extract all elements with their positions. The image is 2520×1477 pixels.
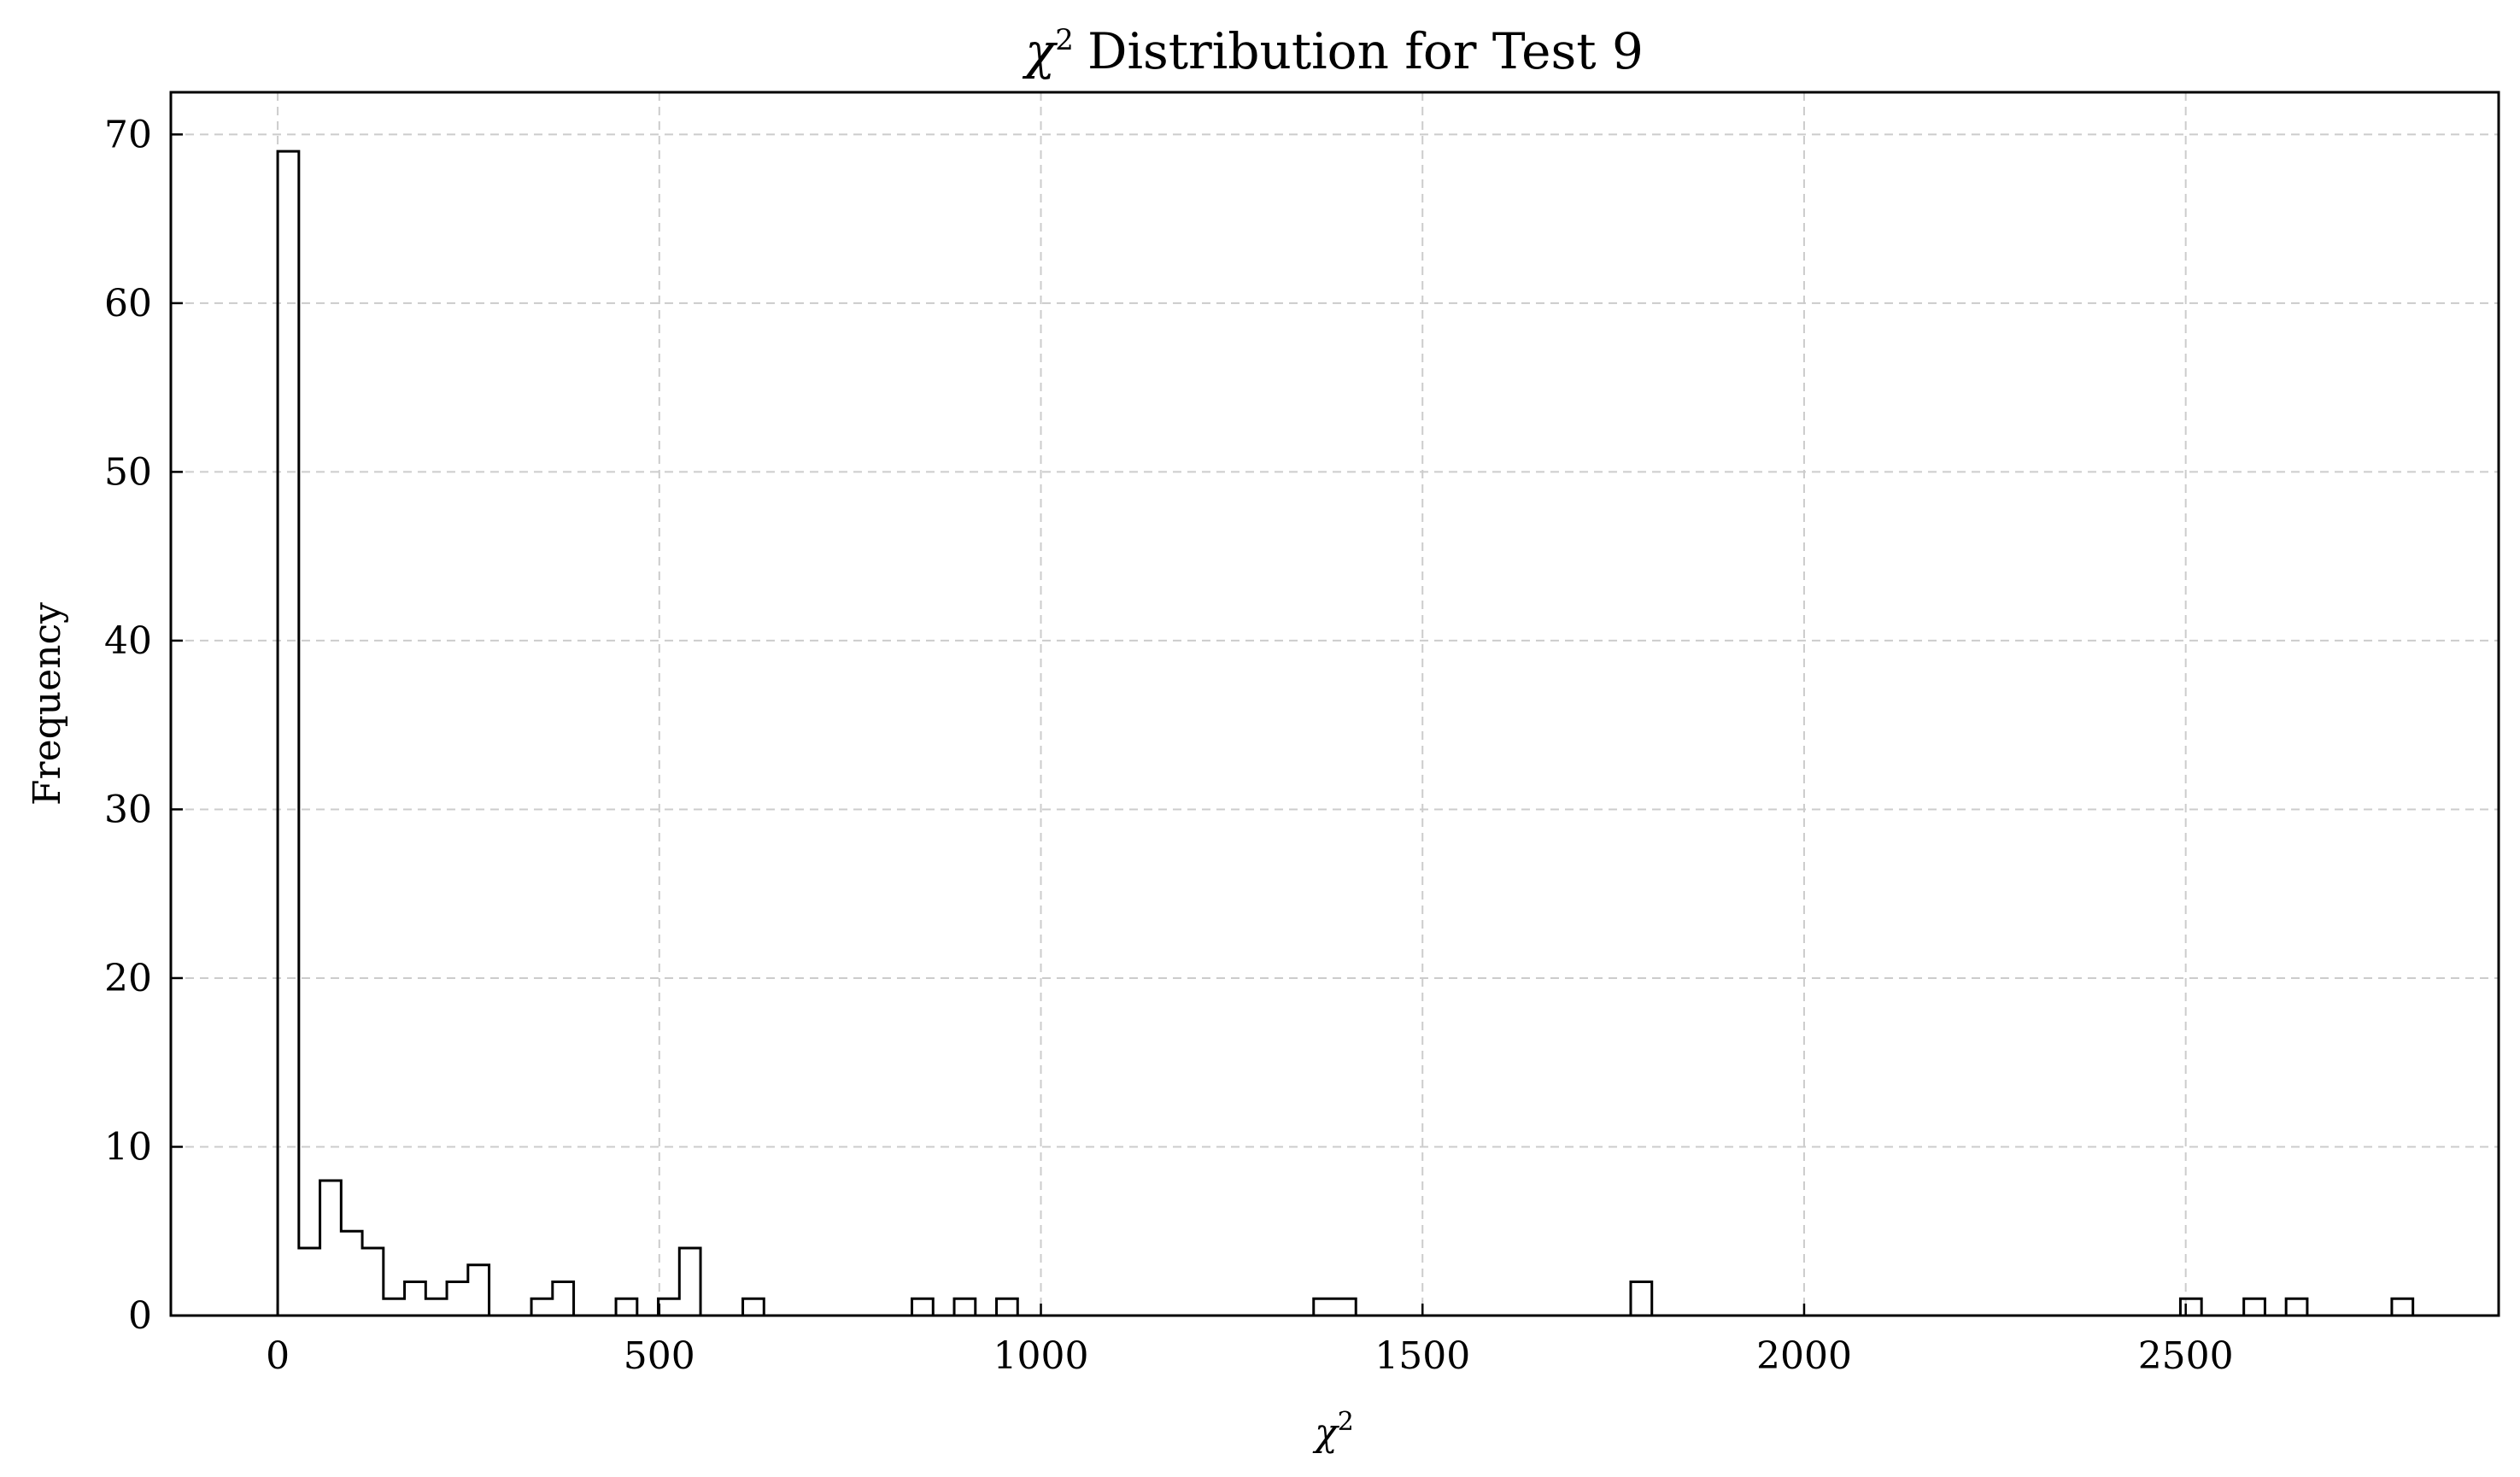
y-tick-label-0: 0 [128,1294,152,1338]
x-tick-label-0: 0 [266,1334,290,1378]
title-text: Distribution for Test 9 [1087,22,1644,80]
x-axis-label: χ2 [1312,1407,1354,1455]
y-tick-label-5: 50 [104,450,152,494]
title-chi-symbol: χ [1022,22,1058,80]
chart-title: χ2 Distribution for Test 9 [1022,22,1644,80]
y-tick-label-4: 40 [104,619,152,663]
x-axis-chi-symbol: χ [1312,1411,1339,1455]
y-tick-label-6: 60 [104,282,152,325]
y-tick-label-2: 20 [104,957,152,1000]
y-tick-label-7: 70 [104,113,152,156]
x-axis-superscript: 2 [1338,1407,1354,1437]
histogram-outline [276,149,2415,1317]
y-tick-label-1: 10 [104,1125,152,1169]
y-tick-label-3: 30 [104,788,152,831]
grid-lines [171,92,2499,1316]
x-tick-label-3: 1500 [1374,1334,1470,1378]
y-axis-label: Frequency [26,602,69,806]
x-tick-label-4: 2000 [1756,1334,1852,1378]
x-tick-label-1: 500 [624,1334,695,1378]
title-superscript: 2 [1055,23,1074,57]
plot-area-frame [169,91,2500,1317]
x-tick-label-2: 1000 [993,1334,1089,1378]
x-tick-label-5: 2500 [2138,1334,2234,1378]
axis-ticks: 0 500 1000 1500 2000 2500 0 10 20 30 40 50 60 70 [104,113,2234,1378]
